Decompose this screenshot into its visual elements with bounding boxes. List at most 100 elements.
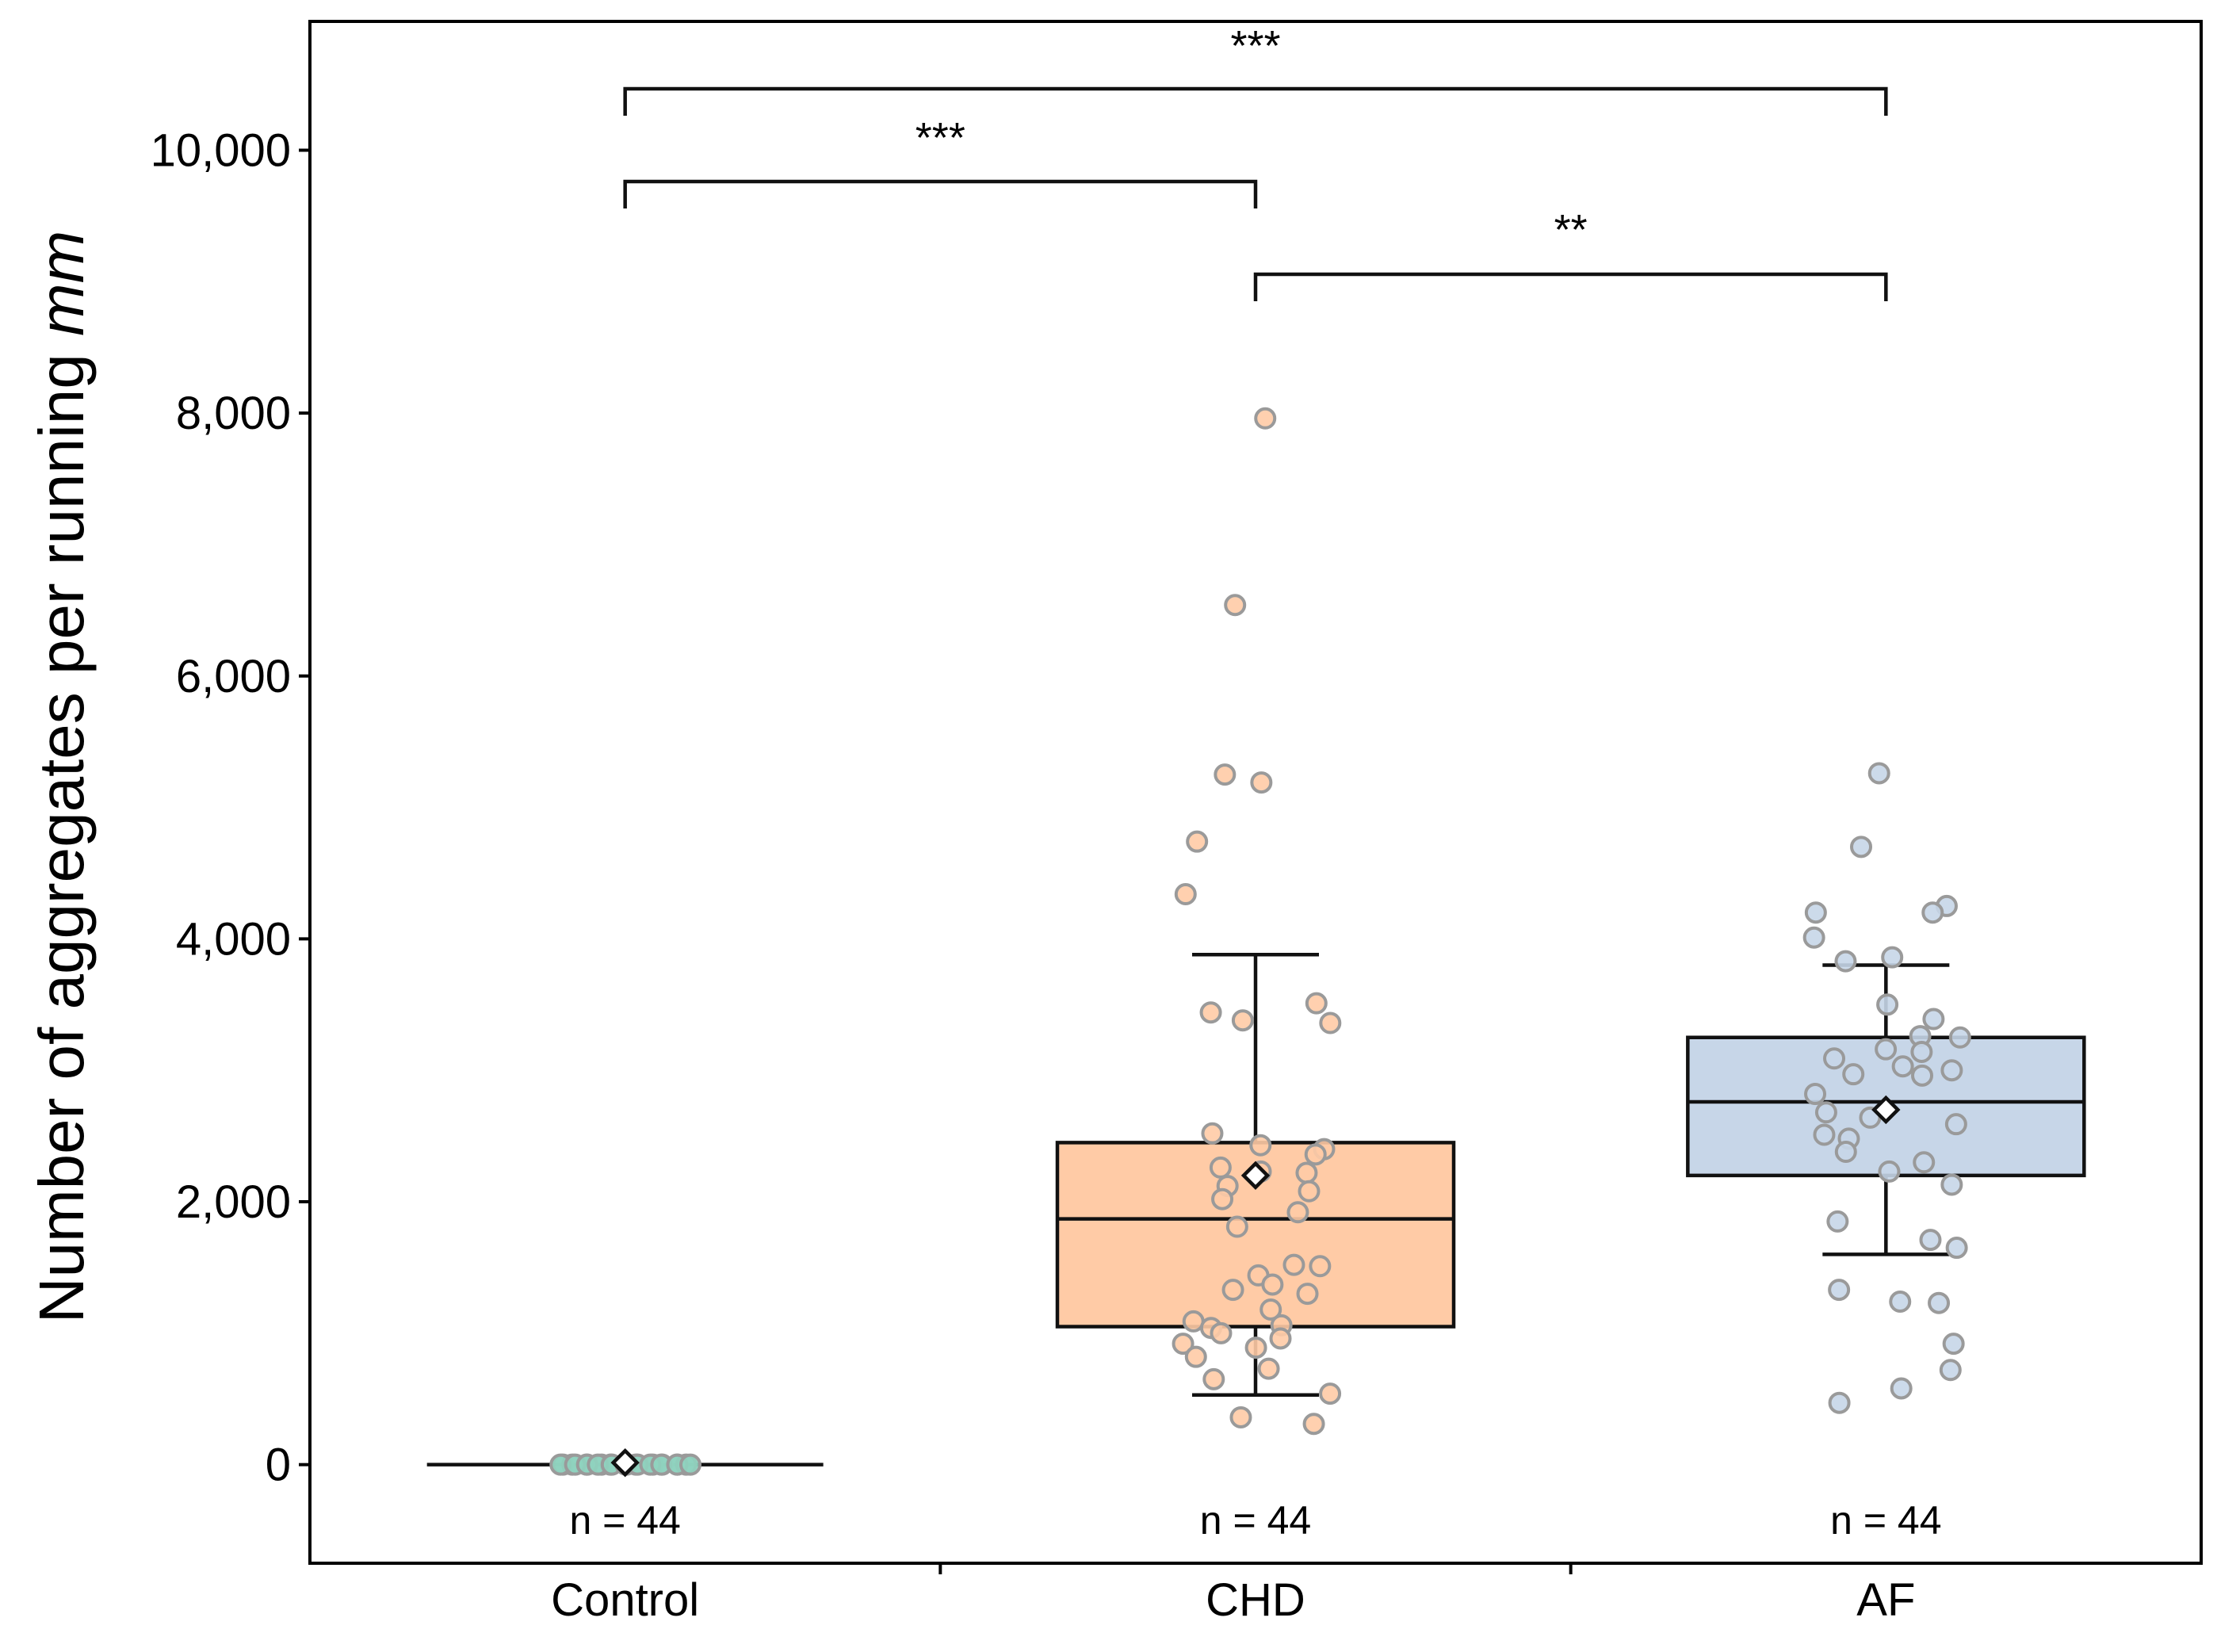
y-tick-label: 4,000	[176, 913, 291, 965]
y-tick-label: 2,000	[176, 1176, 291, 1228]
af-data-point	[1842, 1063, 1865, 1086]
chd-data-point	[1229, 1405, 1252, 1428]
chd-data-point	[1298, 1180, 1321, 1203]
x-tick-label: CHD	[1206, 1574, 1305, 1626]
chd-data-point	[1184, 1345, 1207, 1368]
af-data-point	[1911, 1064, 1934, 1087]
chd-data-point	[1319, 1011, 1342, 1034]
af-data-point	[1939, 1359, 1962, 1382]
chd-data-point	[1225, 1215, 1248, 1238]
af-data-point	[1942, 1333, 1965, 1356]
af-data-point	[1802, 926, 1825, 949]
af-box	[1686, 1035, 2086, 1178]
af-data-point	[1804, 901, 1827, 924]
af-data-point	[1828, 1391, 1851, 1414]
af-data-point	[1876, 993, 1899, 1016]
x-tick-label: AF	[1856, 1574, 1915, 1626]
significance-label: **	[1554, 206, 1588, 254]
chd-data-point	[1261, 1273, 1284, 1296]
af-data-point	[1940, 1173, 1963, 1196]
control-data-point	[679, 1453, 702, 1476]
af-data-point	[1919, 1229, 1942, 1252]
chd-data-point	[1172, 1333, 1195, 1356]
chd-mean-marker	[1240, 1161, 1271, 1191]
af-data-point	[1940, 1059, 1963, 1082]
plot-marks: n = 44 n = 44 n = 44********	[426, 22, 2086, 1543]
chd-data-point	[1224, 594, 1247, 617]
y-axis-label-unit: mm	[26, 231, 97, 336]
significance-label: ***	[915, 114, 965, 162]
af-data-point	[1910, 1040, 1933, 1063]
af-data-point	[1928, 1291, 1951, 1314]
af-data-point	[1875, 1038, 1898, 1061]
chd-data-point	[1214, 763, 1237, 786]
af-data-point	[1804, 1083, 1827, 1106]
chd-data-point	[1210, 1321, 1233, 1344]
af-data-point	[1834, 1141, 1857, 1164]
chd-data-point	[1202, 1367, 1225, 1390]
af-data-point	[1890, 1377, 1913, 1400]
af-data-point	[1881, 946, 1904, 969]
af-data-point	[1948, 1026, 1971, 1049]
chd-data-point	[1250, 771, 1273, 794]
chd-data-point	[1211, 1187, 1234, 1210]
chd-data-point	[1295, 1161, 1318, 1184]
significance-bracket	[1253, 272, 1888, 301]
af-data-point	[1826, 1210, 1849, 1233]
chd-data-point	[1221, 1279, 1244, 1302]
y-tick-label: 8,000	[176, 388, 291, 439]
axes: 0 2,000 4,000 6,000 8,000 10,000 Control CHD AF	[151, 20, 2203, 1626]
significance-bracket	[623, 179, 1258, 208]
af-data-point	[1814, 1101, 1837, 1124]
af-data-point	[1891, 1055, 1914, 1078]
chd-data-point	[1286, 1201, 1309, 1224]
chd-data-point	[1209, 1156, 1232, 1179]
chd-data-point	[1254, 407, 1277, 430]
chd-data-point	[1296, 1283, 1319, 1306]
chd-data-point	[1257, 1357, 1280, 1380]
chd-data-point	[1304, 1143, 1327, 1166]
significance-bracket	[623, 86, 1888, 116]
y-tick-label: 6,000	[176, 651, 291, 702]
chd-data-point	[1305, 992, 1328, 1015]
af-data-point	[1878, 1160, 1901, 1183]
af-data-point	[1944, 1113, 1967, 1136]
chd-data-point	[1309, 1255, 1332, 1278]
chd-data-point	[1249, 1134, 1272, 1157]
significance-label: ***	[1230, 22, 1280, 70]
af-data-point	[1945, 1237, 1968, 1260]
af-data-point	[1834, 950, 1857, 973]
control-mean-marker	[610, 1447, 640, 1478]
y-axis-label: Number of aggregates per running mm	[26, 231, 97, 1323]
y-tick-label: 10,000	[151, 124, 291, 176]
chd-data-point	[1174, 883, 1197, 906]
chd-data-point	[1244, 1337, 1267, 1359]
chd-data-point	[1186, 830, 1209, 853]
plot-frame	[308, 20, 2203, 1565]
af-data-point	[1823, 1047, 1846, 1070]
y-tick-label: 0	[266, 1440, 291, 1491]
x-tick-label: Control	[551, 1574, 699, 1626]
chd-data-point	[1282, 1253, 1305, 1276]
af-data-point	[1828, 1279, 1851, 1302]
chd-data-point	[1199, 1001, 1222, 1024]
af-mean-marker	[1871, 1095, 1901, 1125]
chd-data-point	[1269, 1327, 1292, 1350]
af-data-point	[1813, 1123, 1836, 1146]
af-data-point	[1889, 1291, 1912, 1314]
chd-data-point	[1259, 1298, 1282, 1321]
af-n-label: n = 44	[1830, 1498, 1941, 1543]
chd-n-label: n = 44	[1200, 1498, 1311, 1543]
chd-data-point	[1302, 1413, 1325, 1436]
af-data-point	[1913, 1151, 1936, 1174]
af-data-point	[1922, 1008, 1945, 1031]
af-data-point	[1867, 762, 1890, 785]
af-data-point	[1850, 836, 1873, 859]
chd-data-point	[1319, 1382, 1342, 1405]
control-n-label: n = 44	[569, 1498, 680, 1543]
y-axis-label-text: Number of aggregates per running	[26, 336, 97, 1323]
chd-data-point	[1231, 1009, 1254, 1032]
af-data-point	[1921, 901, 1944, 924]
chd-data-point	[1201, 1122, 1224, 1145]
